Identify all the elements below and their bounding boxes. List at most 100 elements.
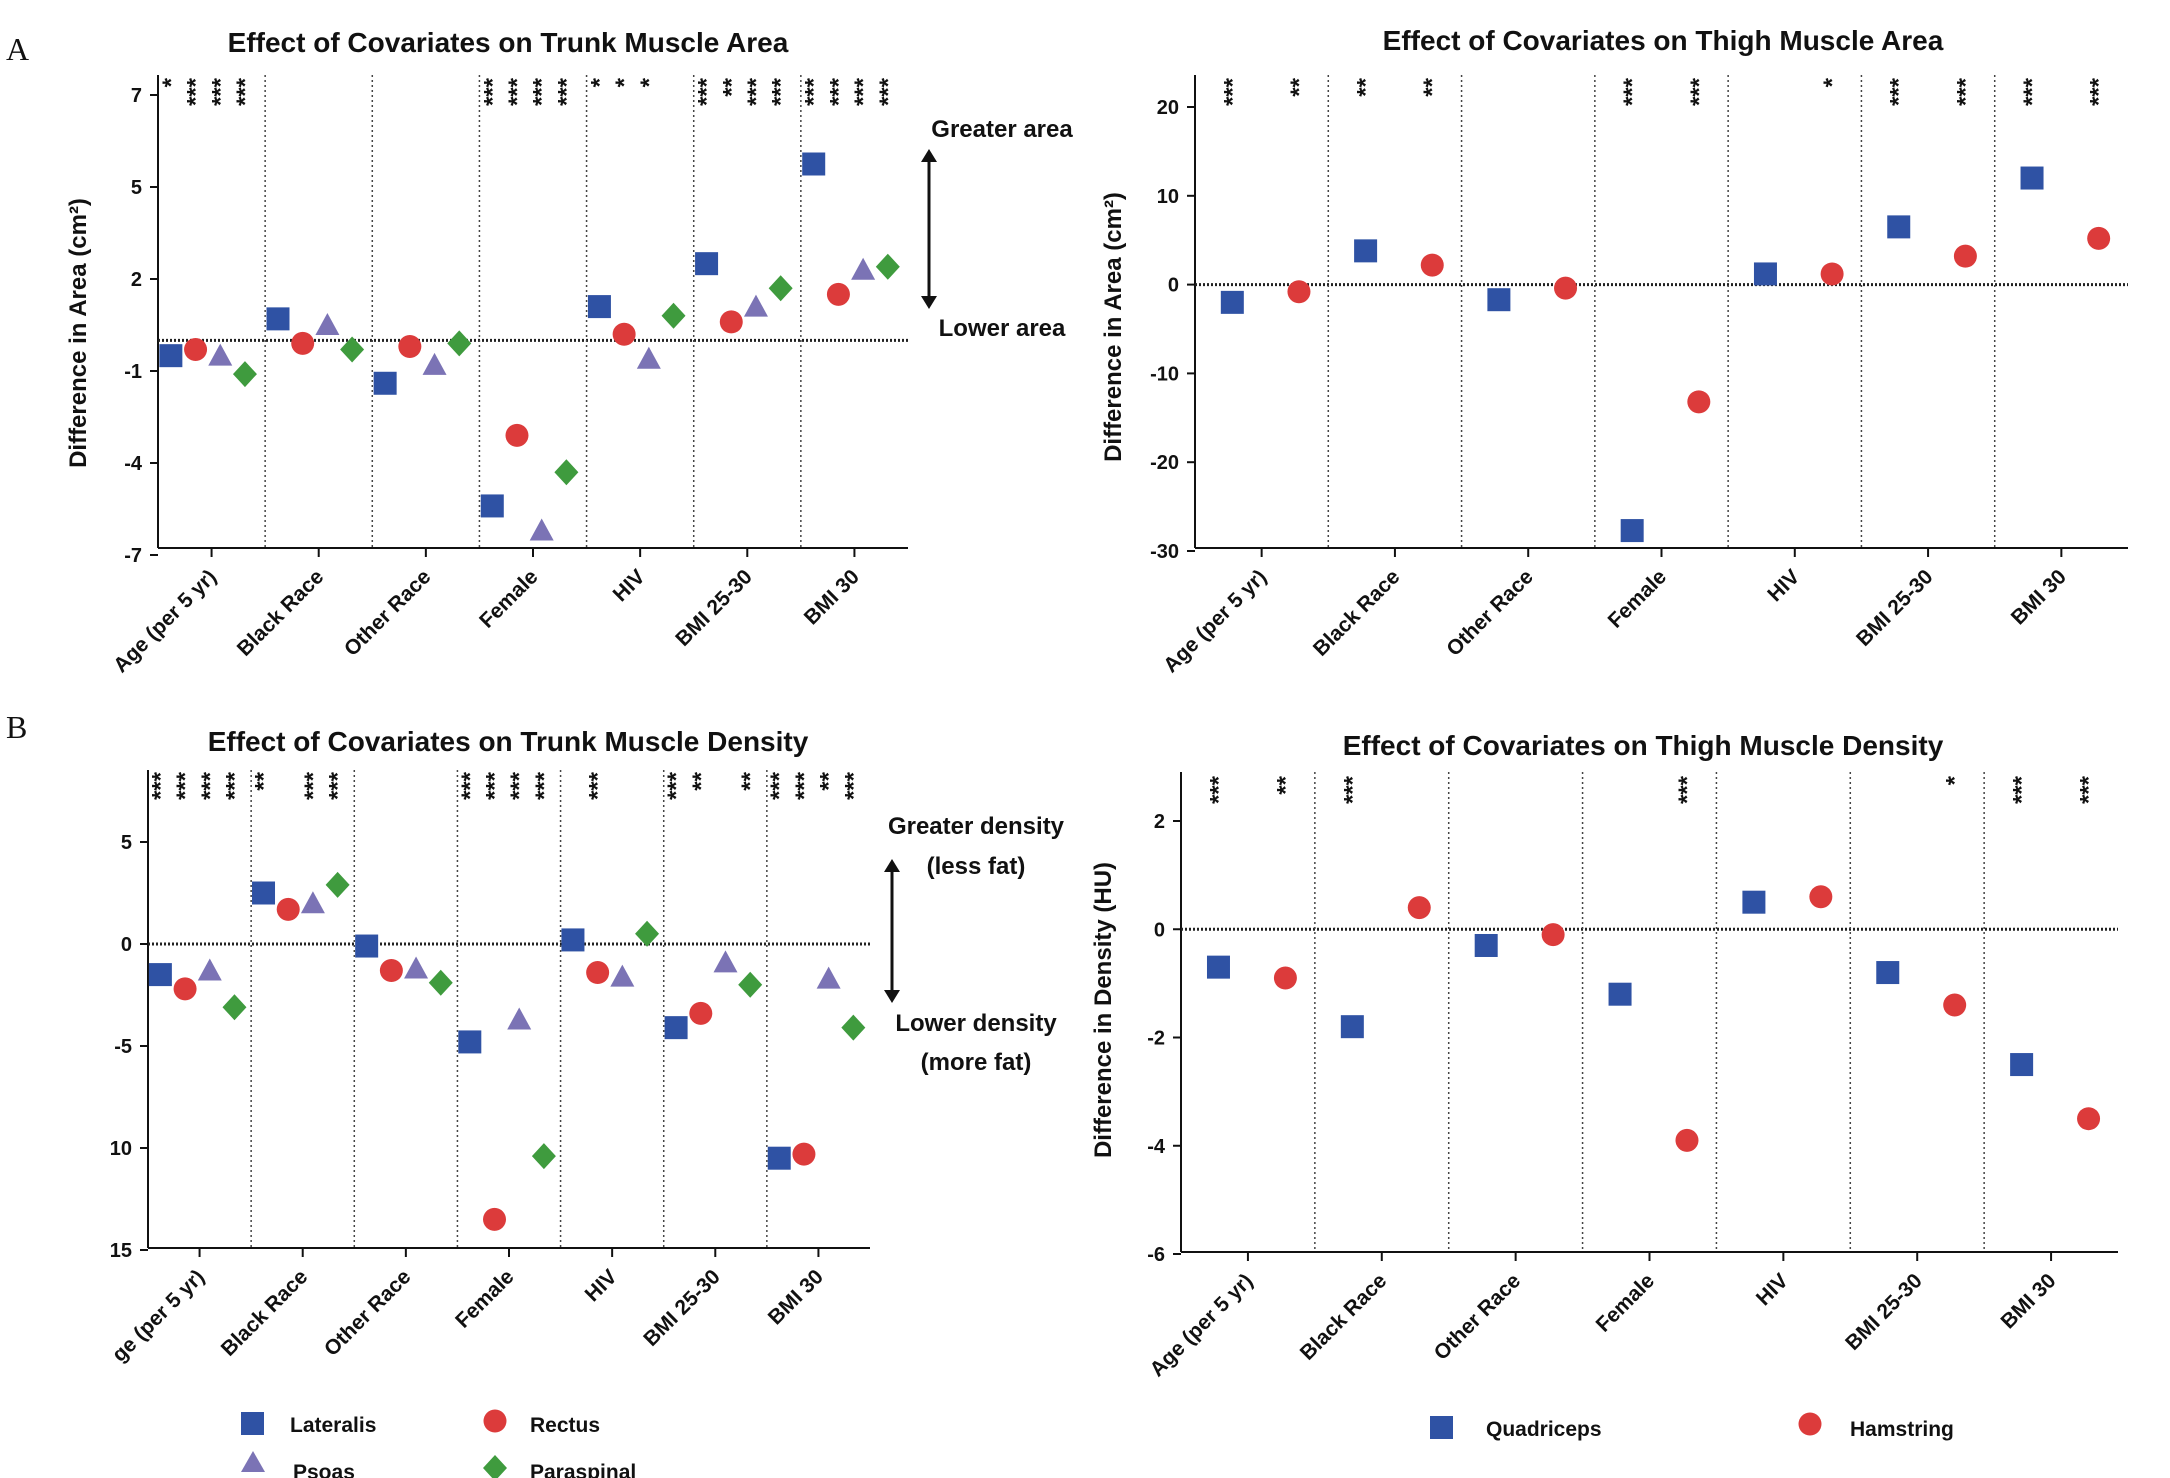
y-tick-label: -30 (1150, 541, 1179, 563)
data-point-hamstring (1407, 896, 1431, 920)
significance-label: ** (1353, 77, 1380, 96)
y-tick-label: 10 (110, 1138, 132, 1160)
x-tick-label: Age (per 5 yr) (109, 565, 221, 677)
data-point-paraspinal (661, 302, 686, 329)
x-tick-label: Female (475, 565, 542, 632)
significance-label: *** (553, 77, 580, 106)
x-tick-label: Black Race (1296, 1269, 1392, 1365)
significance-label: *** (585, 771, 612, 800)
x-tick-label: ge (per 5 yr) (108, 1265, 209, 1366)
legend-label: Psoas (293, 1461, 355, 1478)
significance-label: *** (791, 771, 818, 800)
significance-label: ** (1272, 775, 1299, 794)
data-point-lateralis (458, 1030, 482, 1054)
data-point-quadriceps (1742, 890, 1766, 914)
significance-label: * (1942, 775, 1969, 785)
x-tick-label: BMI 25-30 (1841, 1269, 1927, 1355)
data-point-quadriceps (2020, 166, 2044, 190)
significance-label: ** (816, 771, 843, 790)
annotation-density-direction: Greater density (less fat) Lower density… (884, 813, 1065, 1076)
legend-square-marker (241, 1412, 264, 1435)
data-point-psoas (315, 313, 340, 335)
data-point-lateralis (480, 494, 504, 518)
data-point-rectus (276, 897, 300, 921)
data-point-hamstring (1273, 966, 1297, 990)
arrow-up-icon (921, 149, 937, 162)
data-point-psoas (636, 346, 661, 369)
data-point-rectus (291, 331, 315, 355)
significance-label: *** (504, 77, 531, 106)
arrow-down-icon (921, 296, 937, 309)
significance-label: *** (2009, 775, 2036, 804)
significance-label: *** (172, 771, 199, 800)
significance-label: * (1819, 77, 1846, 87)
significance-label: *** (1205, 775, 1232, 804)
annotation-lower-density: Lower density (895, 1010, 1057, 1037)
data-point-lateralis (355, 934, 379, 958)
y-tick-label: 0 (1168, 275, 1179, 297)
significance-label: *** (529, 77, 556, 106)
x-tick-label: BMI 30 (800, 565, 864, 629)
significance-label: *** (801, 77, 828, 106)
significance-label: *** (694, 77, 721, 106)
data-point-quadriceps (1876, 961, 1900, 985)
data-point-quadriceps (1354, 239, 1378, 263)
data-point-lateralis (587, 295, 611, 319)
data-point-paraspinal (768, 275, 793, 302)
legend-label: Quadriceps (1486, 1418, 1602, 1441)
significance-label: *** (2019, 77, 2046, 106)
legend-thigh: Quadriceps Hamstring (1430, 1412, 1954, 1441)
data-point-paraspinal (875, 253, 900, 280)
x-tick-label: HIV (609, 565, 650, 606)
significance-label: *** (221, 771, 248, 800)
x-tick-label: BMI 25-30 (639, 1265, 725, 1351)
data-point-quadriceps (1206, 955, 1230, 979)
data-point-quadriceps (1753, 262, 1777, 286)
data-point-lateralis (148, 963, 172, 987)
chart-title: Effect of Covariates on Trunk Muscle Den… (208, 726, 809, 757)
legend-diamond-marker (483, 1455, 507, 1478)
data-point-psoas (529, 518, 554, 541)
data-point-rectus (398, 334, 422, 358)
y-axis-label: Difference in Density (HU) (1090, 862, 1117, 1158)
significance-label: *** (743, 77, 770, 106)
significance-label: *** (768, 77, 795, 106)
legend-item-paraspinal: Paraspinal (483, 1455, 636, 1478)
y-tick-label: -4 (124, 453, 143, 475)
significance-label: *** (479, 77, 506, 106)
legend-item-psoas: Psoas (241, 1451, 355, 1478)
data-point-hamstring (1675, 1128, 1699, 1152)
legend-label: Lateralis (290, 1414, 376, 1437)
significance-label: *** (1952, 77, 1979, 106)
significance-label: *** (766, 771, 793, 800)
significance-label: * (586, 77, 613, 87)
data-point-hamstring (1953, 244, 1977, 268)
y-tick-label: 5 (121, 832, 132, 854)
x-tick-label: Female (1604, 565, 1671, 632)
data-point-quadriceps (1887, 215, 1911, 239)
significance-label: *** (207, 77, 234, 106)
significance-label: *** (875, 77, 902, 106)
data-point-rectus (689, 1001, 713, 1025)
data-point-lateralis (561, 928, 585, 952)
significance-label: *** (325, 771, 352, 800)
y-tick-label: 2 (131, 269, 142, 291)
data-point-psoas (743, 294, 768, 317)
legend-label: Rectus (530, 1414, 600, 1437)
legend-circle-marker (1798, 1412, 1822, 1436)
legend-circle-marker (483, 1409, 507, 1433)
significance-label: ** (718, 77, 745, 96)
x-tick-label: HIV (1752, 1269, 1793, 1310)
y-tick-label: 20 (1157, 97, 1179, 119)
y-tick-label: -7 (124, 545, 142, 567)
data-point-rectus (184, 338, 208, 362)
chart-trunk-area: Effect of Covariates on Trunk Muscle Are… (65, 27, 1073, 677)
significance-label: *** (2076, 775, 2103, 804)
chart-title: Effect of Covariates on Thigh Muscle Den… (1343, 730, 1944, 761)
data-point-quadriceps (1220, 290, 1244, 314)
legend-label: Hamstring (1850, 1418, 1954, 1441)
significance-label: * (636, 77, 663, 87)
x-tick-label: Other Race (1430, 1269, 1525, 1364)
